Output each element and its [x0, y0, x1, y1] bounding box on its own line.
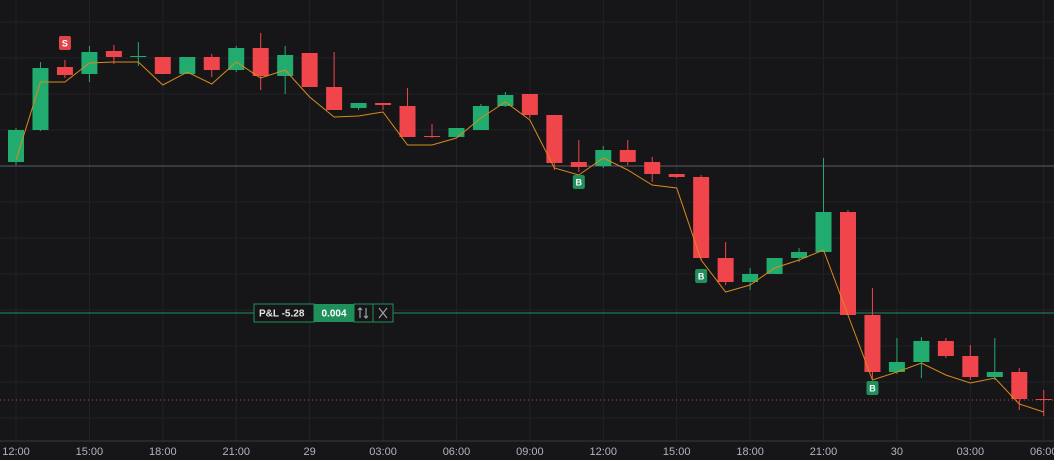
marker-label: B [576, 177, 583, 187]
marker-badge [695, 269, 708, 283]
x-tick-label: 21:00 [810, 446, 838, 458]
candle-body [644, 162, 661, 174]
candle-body [937, 341, 954, 356]
candle-body [448, 128, 465, 137]
candle-body [839, 212, 856, 315]
size-box [314, 304, 354, 322]
candle-body [326, 87, 343, 110]
x-tick-label: 15:00 [76, 446, 104, 458]
candle-body [179, 57, 196, 74]
trade-marker: B [572, 175, 585, 189]
candle-body [693, 177, 710, 258]
grid [0, 0, 1054, 440]
pnl-label: P&L -5.28 [259, 309, 305, 320]
candle-body [105, 51, 122, 57]
x-tick-label: 18:00 [736, 446, 764, 458]
candle-body [913, 341, 930, 362]
candle-body [766, 258, 783, 274]
x-tick-label: 15:00 [663, 446, 691, 458]
candle-body [864, 315, 881, 372]
close-icon [378, 307, 388, 319]
candle-body [350, 103, 367, 108]
x-tick-label: 12:00 [2, 446, 30, 458]
candle-body [203, 57, 220, 70]
candle-body [32, 68, 49, 130]
candle-body [668, 174, 685, 177]
plot: S B B B [0, 33, 1054, 416]
candle-body [521, 94, 538, 115]
candle-body [130, 56, 147, 57]
candle-body [252, 48, 269, 76]
candle-body [717, 258, 734, 282]
candle-body [154, 57, 171, 74]
candle-body [497, 95, 514, 106]
candle-body [986, 372, 1003, 377]
candle-body [791, 252, 808, 258]
x-tick-label: 18:00 [149, 446, 177, 458]
x-tick-label: 29 [304, 446, 316, 458]
candle-body [815, 212, 832, 252]
trade-marker: B [695, 269, 708, 283]
marker-label: S [62, 38, 68, 48]
marker-label: B [869, 383, 876, 393]
x-tick-label: 09:00 [516, 446, 544, 458]
position-widget[interactable]: P&L -5.28 0.004 [253, 303, 394, 323]
candle-body [423, 136, 440, 137]
reverse-icon [357, 307, 369, 319]
candle-body [8, 130, 24, 162]
candle-body [570, 162, 587, 167]
candle-body [301, 53, 318, 87]
candle-body [375, 103, 392, 105]
candle-body [546, 115, 563, 163]
x-tick-label: 21:00 [222, 446, 250, 458]
candle-body [1011, 372, 1028, 399]
x-tick-label: 03:00 [957, 446, 985, 458]
marker-badge [572, 175, 585, 189]
marker-badge [866, 381, 879, 395]
candle-body [277, 55, 294, 76]
marker-label: B [698, 271, 705, 281]
reverse-button[interactable] [353, 303, 374, 323]
candle-body [56, 67, 73, 75]
x-tick-label: 06:00 [443, 446, 471, 458]
x-axis: 12:00 15:00 18:00 21:00 29 03:00 06:00 09:00 12:… [2, 446, 1054, 458]
x-tick-label: 03:00 [369, 446, 397, 458]
candle-body [399, 106, 416, 137]
x-tick-label: 30 [891, 446, 903, 458]
candle-body [962, 356, 979, 377]
indicator-line [15, 61, 1044, 413]
candle-body [888, 362, 905, 372]
trade-marker: B [866, 381, 879, 395]
candle-body [742, 274, 759, 282]
size-label: 0.004 [321, 309, 346, 320]
marker-badge [58, 36, 71, 50]
trade-marker: S [58, 36, 71, 50]
x-tick-label: 06:00 [1030, 446, 1054, 458]
x-tick-label: 12:00 [590, 446, 618, 458]
candle-body [1035, 399, 1052, 400]
candle-body [619, 150, 636, 162]
